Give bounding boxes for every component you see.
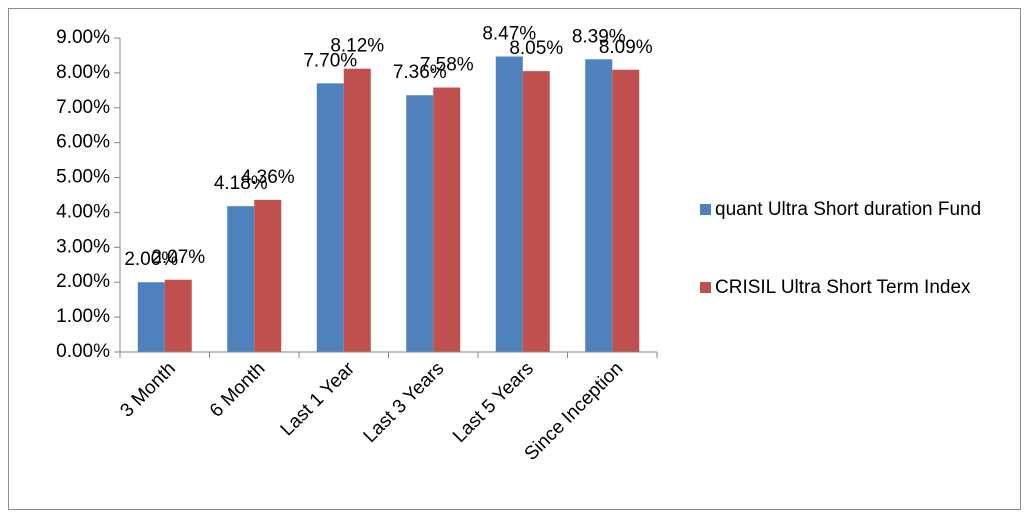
y-tick-label: 3.00%	[56, 236, 110, 257]
y-tick-label: 4.00%	[56, 201, 110, 222]
legend-swatch	[700, 282, 711, 293]
y-tick-label: 6.00%	[56, 132, 110, 153]
value-label: 7.36%	[393, 62, 447, 83]
value-label: 2.07%	[151, 247, 205, 268]
value-label: 4.18%	[214, 173, 268, 194]
value-label: 8.12%	[330, 36, 384, 57]
y-tick-label: 9.00%	[56, 27, 110, 48]
bar	[164, 279, 192, 352]
bar	[137, 282, 165, 352]
bar	[522, 71, 550, 353]
legend-label: quant Ultra Short duration Fund	[715, 199, 982, 220]
legend-item: CRISIL Ultra Short Term Index	[715, 277, 971, 298]
y-tick-label: 2.00%	[56, 271, 110, 292]
value-label: 7.70%	[303, 50, 357, 71]
legend-swatch	[700, 204, 711, 215]
bar	[254, 199, 282, 352]
y-tick-label: 8.00%	[56, 62, 110, 83]
y-tick-label: 7.00%	[56, 97, 110, 118]
value-label: 8.47%	[482, 24, 536, 45]
y-tick-label: 0.00%	[56, 341, 110, 362]
bar	[612, 69, 640, 352]
bar	[585, 59, 613, 352]
bar	[316, 83, 344, 352]
y-tick-label: 5.00%	[56, 167, 110, 188]
value-label: 8.09%	[599, 37, 653, 58]
bar	[227, 206, 255, 352]
y-tick-label: 1.00%	[56, 306, 110, 327]
value-label: 2.00%	[124, 249, 178, 270]
value-label: 7.58%	[420, 55, 474, 76]
bar	[495, 56, 523, 352]
value-label: 8.39%	[572, 26, 626, 47]
value-label: 8.05%	[509, 38, 563, 59]
value-label: 4.36%	[241, 167, 295, 188]
bar	[406, 95, 434, 353]
bar	[343, 68, 371, 353]
legend-item: quant Ultra Short duration Fund	[715, 199, 982, 220]
legend-label: CRISIL Ultra Short Term Index	[715, 277, 971, 298]
bar	[433, 87, 461, 352]
